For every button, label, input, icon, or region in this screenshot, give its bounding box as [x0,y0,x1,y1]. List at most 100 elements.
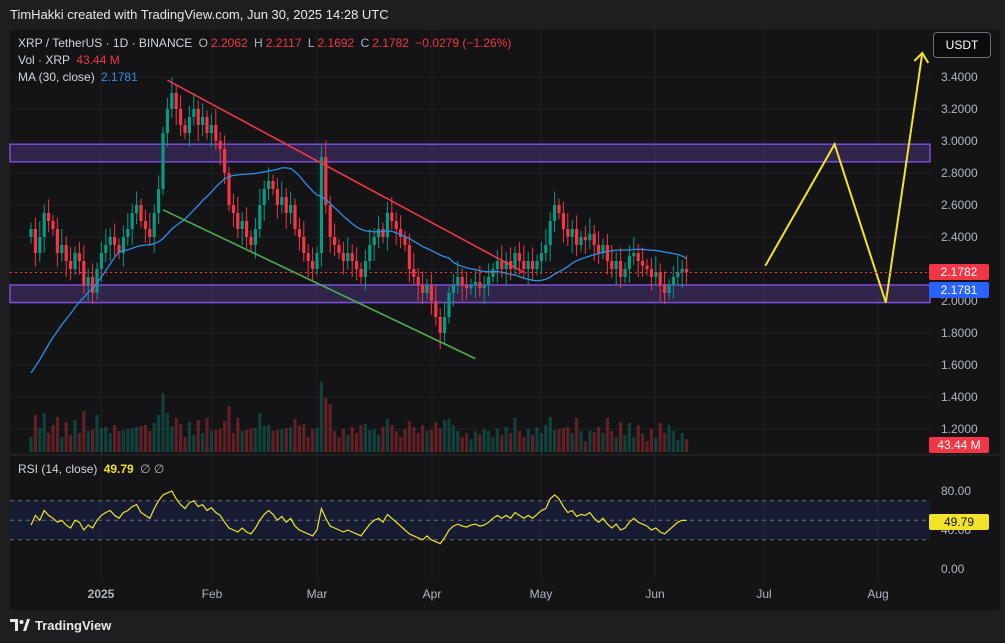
volume-bar [161,393,165,452]
volume-bar [601,433,605,452]
time-tick-label: Feb [202,587,223,601]
volume-bar [121,430,125,452]
candle-body [416,277,420,285]
volume-bar [583,441,587,452]
candle-body [544,245,548,253]
volume-bar [143,425,147,452]
volume-bar [385,419,389,452]
candle-body [47,213,51,221]
volume-bar [289,427,293,452]
candle-body [33,229,37,253]
candle-body [311,261,315,269]
volume-bar [275,430,279,452]
candle-body [667,285,671,293]
candle-body [605,245,609,261]
volume-bar [570,433,574,452]
candle-body [368,245,372,261]
volume-bar [170,426,174,452]
candle-body [592,233,596,245]
volume-bar [117,431,121,452]
time-tick-label: 2025 [88,587,115,601]
candle-body [29,229,33,237]
currency-button[interactable]: USDT [933,32,991,58]
candle-body [117,245,121,253]
volume-bar [192,435,196,452]
chart-panel[interactable] [10,30,1000,610]
time-tick-label: Jun [645,587,664,601]
candle-body [482,285,486,289]
candle-body [60,245,64,253]
candle-body [328,205,332,237]
volume-bar [407,421,411,452]
price-tick-label: 1.8000 [941,326,978,340]
candle-body [267,181,271,189]
volume-bar [47,433,51,452]
candle-body [218,141,222,149]
volume-bar [429,430,433,452]
projection-arrowhead [913,51,930,64]
axis-labels: 3.40003.20003.00002.80002.60002.40002.20… [88,70,978,601]
candle-body [262,189,266,205]
volume-bar [394,431,398,452]
volume-bar [425,431,429,452]
time-tick-label: Mar [307,587,328,601]
candle-body [539,253,543,261]
resistance-trendline [167,79,525,273]
candle-body [69,261,73,269]
candle-body [86,277,90,285]
volume-bar [130,428,134,452]
volume-bar [306,437,310,452]
candle-body [280,197,284,205]
volume-bar [196,420,200,452]
candle-body [152,213,156,237]
volume-bar [473,431,477,452]
candle-body [271,181,275,189]
volume-bar [99,428,103,452]
volume-bar [262,426,266,452]
volume-bar [240,431,244,452]
candle-body [174,93,178,109]
volume-bar [623,435,627,452]
candle-body [130,213,134,229]
candle-body [139,205,143,221]
volume-bar [104,427,108,452]
volume-bar [469,439,473,452]
candle-body [231,205,235,213]
volume-bar [293,419,297,452]
volume-bar [399,437,403,452]
volume-bar [368,430,372,452]
legend-close-label: C [360,36,370,50]
candle-body [460,277,464,285]
volume-bar [663,433,667,452]
volume-bar [535,427,539,452]
candle-body [513,253,517,269]
candle-body [566,229,570,237]
candle-body [429,285,433,301]
volume-bar [69,435,73,452]
volume-bar [443,420,447,452]
volume-bar [539,433,543,452]
candle-body [504,261,508,269]
volume-bar [579,431,583,452]
candle-body [297,229,301,237]
candle-body [350,253,354,261]
volume-bar [544,425,548,452]
volume-bar [557,429,561,452]
candle-body [236,213,240,229]
tradingview-brand[interactable]: TradingView [10,616,111,636]
legend-ma-value: 2.1781 [101,70,138,84]
candle-body [632,253,636,257]
candle-body [531,261,535,269]
candle-body [535,261,539,269]
volume-bar [29,437,33,452]
candle-body [385,213,389,237]
volume-bar [183,437,187,452]
legend-volume: Vol · XRP 43.44 M [18,52,123,69]
candle-body [205,117,209,133]
volume-bar [685,439,689,452]
candle-body [179,109,183,125]
candle-body [214,125,218,141]
tradingview-brand-text: TradingView [35,618,112,633]
volume-bar [139,426,143,452]
